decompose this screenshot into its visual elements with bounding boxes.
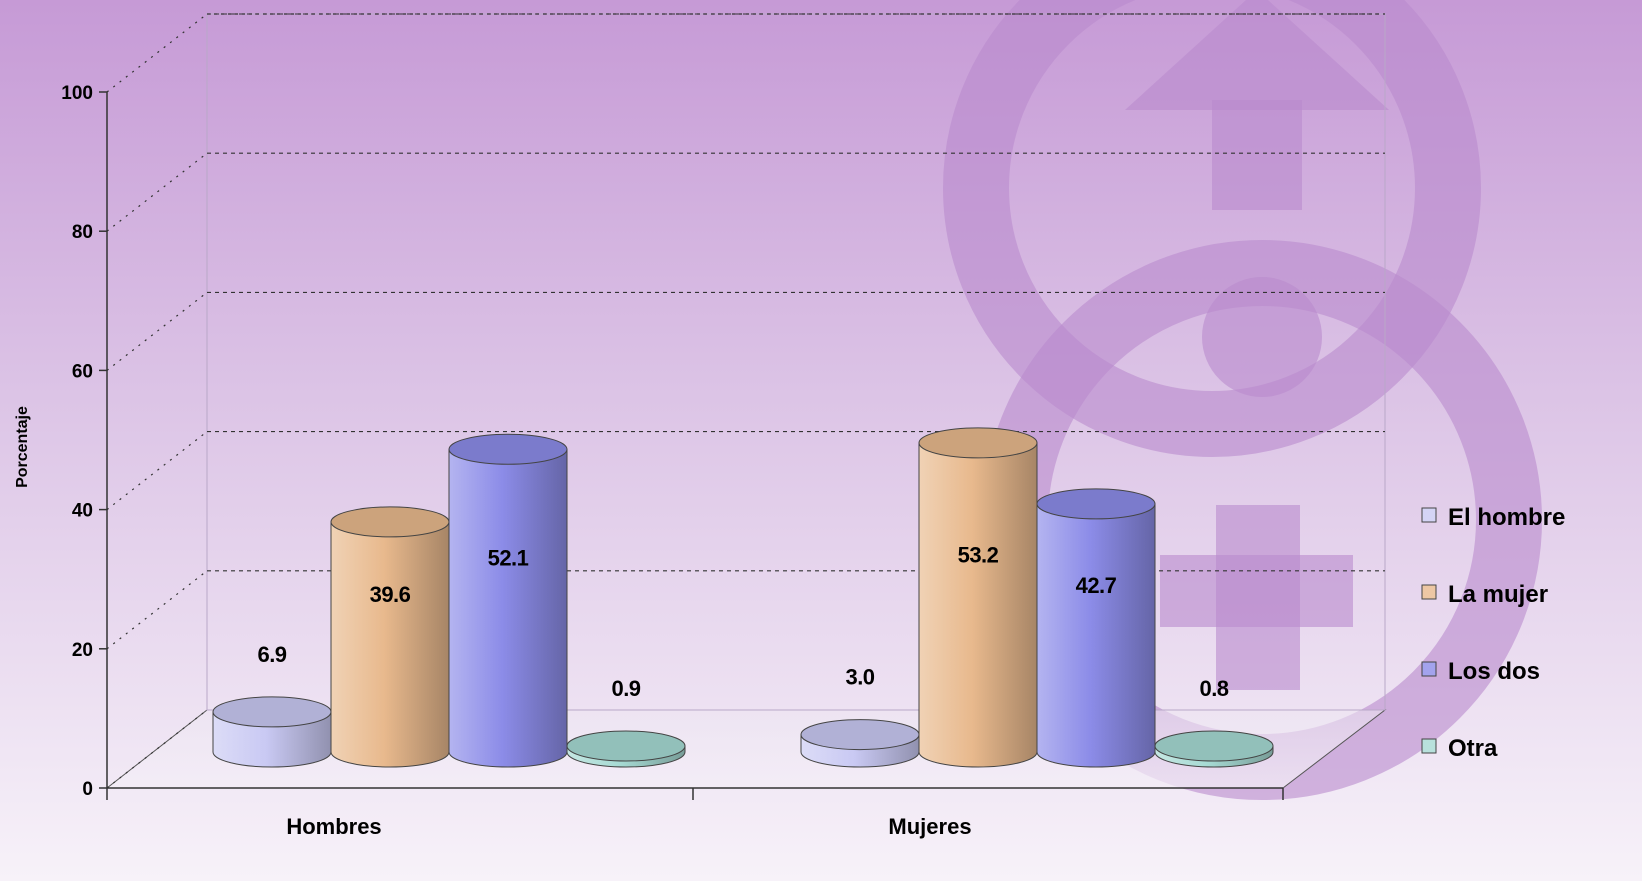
category-label: Mujeres <box>888 814 971 839</box>
bar-el-hombre-mujeres <box>800 719 920 768</box>
legend-item-el-hombre: El hombre <box>1421 504 1565 531</box>
bar-top <box>448 433 568 465</box>
gender-symbol-watermark <box>943 0 1542 800</box>
bar-body <box>1036 503 1156 768</box>
bar-top <box>1036 488 1156 520</box>
legend-label: Los dos <box>1448 658 1540 685</box>
y-axis-tick-labels: 0 20 40 60 80 100 <box>61 83 93 800</box>
bar-top <box>566 730 686 762</box>
female-symbol-crossbar <box>1160 555 1353 627</box>
bar-el-hombre-hombres <box>212 696 332 768</box>
legend: El hombre La mujer Los dos Otra <box>1421 504 1565 762</box>
y-tick-label: 80 <box>72 222 93 243</box>
value-label: 6.9 <box>257 642 286 667</box>
legend-label: Otra <box>1448 735 1498 762</box>
legend-item-la-mujer: La mujer <box>1421 581 1548 608</box>
bar-top <box>212 696 332 728</box>
male-symbol-ring <box>943 0 1481 457</box>
axes <box>99 91 1284 800</box>
gridline-side-80 <box>106 152 208 232</box>
category-label: Hombres <box>286 814 381 839</box>
bar-los-dos-hombres <box>448 433 568 768</box>
bar-body <box>448 448 568 768</box>
value-label: 0.9 <box>611 676 640 701</box>
bar-otra-hombres <box>566 730 686 768</box>
gridline-side-40 <box>106 431 208 511</box>
legend-label: El hombre <box>1448 504 1565 531</box>
gridlines <box>106 13 1385 789</box>
legend-label: La mujer <box>1448 581 1548 608</box>
legend-swatch <box>1421 661 1437 677</box>
y-tick-label: 100 <box>61 83 93 104</box>
value-label: 42.7 <box>1076 573 1117 598</box>
bar-los-dos-mujeres <box>1036 488 1156 768</box>
value-label: 52.1 <box>488 546 529 571</box>
gridline-side-60 <box>106 291 208 371</box>
eye-pupil <box>1202 277 1322 397</box>
bar-otra-mujeres <box>1154 730 1274 768</box>
bar-la-mujer-mujeres <box>918 427 1038 768</box>
gridline-side-20 <box>106 570 208 650</box>
bar-top <box>1154 730 1274 762</box>
legend-swatch <box>1421 584 1437 600</box>
legend-swatch <box>1421 738 1437 754</box>
y-axis-label: Porcentaje <box>14 406 31 488</box>
gridline-side-100 <box>106 13 208 93</box>
legend-item-otra: Otra <box>1421 735 1498 762</box>
bar-la-mujer-hombres <box>330 506 450 768</box>
bar-top <box>918 427 1038 459</box>
legend-item-los-dos: Los dos <box>1421 658 1540 685</box>
legend-swatch <box>1421 507 1437 523</box>
bar-body <box>330 521 450 768</box>
category-labels: Hombres Mujeres <box>286 814 971 839</box>
y-tick-label: 20 <box>72 640 93 661</box>
bar-body <box>918 442 1038 768</box>
gridline-side-0 <box>106 709 208 789</box>
bar-top <box>800 719 920 751</box>
bar-top <box>330 506 450 538</box>
y-tick-label: 0 <box>82 779 93 800</box>
value-label: 3.0 <box>845 665 874 690</box>
male-symbol-arrow <box>1125 0 1389 110</box>
value-labels: 6.9 3.0 39.6 53.2 52.1 42.7 0.9 0.8 <box>257 542 1229 701</box>
value-label: 0.8 <box>1199 676 1228 701</box>
male-symbol-shaft <box>1212 100 1302 210</box>
value-label: 53.2 <box>958 542 999 567</box>
y-tick-label: 40 <box>72 501 93 522</box>
bars <box>212 427 1274 768</box>
value-label: 39.6 <box>370 582 411 607</box>
bar-body <box>212 711 332 768</box>
y-tick-label: 60 <box>72 361 93 382</box>
